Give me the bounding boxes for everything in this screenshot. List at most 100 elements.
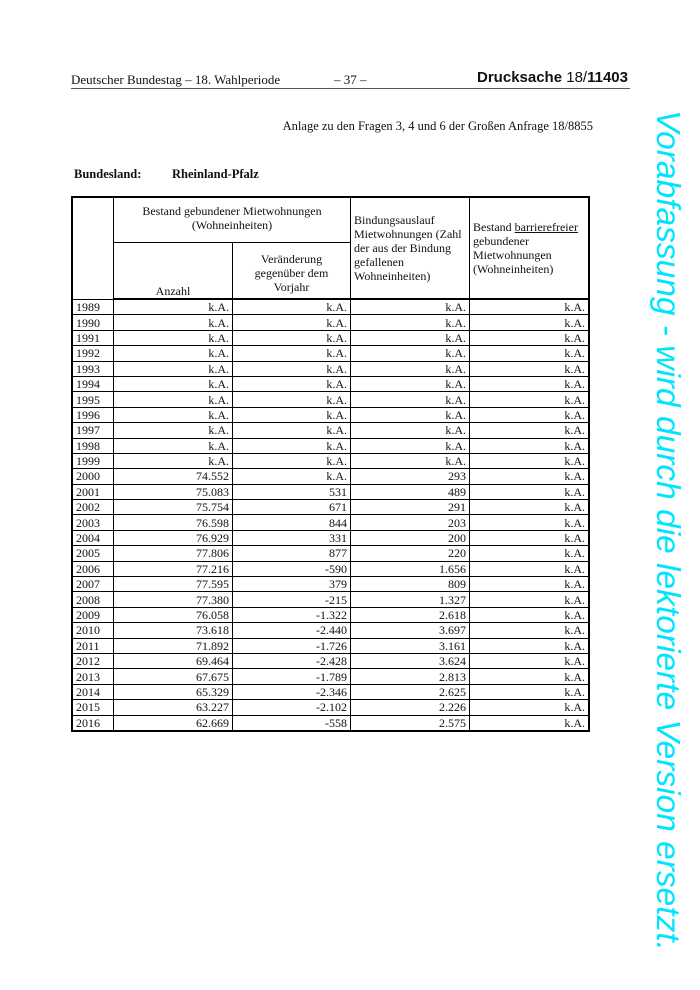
barrierefrei-cell: k.A. xyxy=(469,329,590,347)
anzahl-cell: k.A. xyxy=(113,298,233,316)
bindungsauslauf-cell: k.A. xyxy=(350,298,470,316)
barrierefrei-cell: k.A. xyxy=(469,652,590,670)
veraenderung-cell: k.A. xyxy=(232,406,351,424)
veraenderung-cell: -558 xyxy=(232,714,351,732)
veraenderung-cell: -2.440 xyxy=(232,622,351,639)
veraenderung-cell: 877 xyxy=(232,545,351,562)
bundesland-label: Bundesland: xyxy=(74,167,142,181)
bindungsauslauf-cell: 203 xyxy=(350,514,470,531)
header-publisher: Deutscher Bundestag – 18. Wahlperiode xyxy=(71,72,281,87)
year-cell: 2002 xyxy=(71,499,114,516)
anzahl-cell: 76.058 xyxy=(113,606,233,624)
bindungsauslauf-cell: 220 xyxy=(350,545,470,562)
veraenderung-cell: -2.428 xyxy=(232,652,351,670)
veraenderung-cell: k.A. xyxy=(232,452,351,470)
barrierefrei-cell: k.A. xyxy=(469,714,590,732)
anzahl-cell: k.A. xyxy=(113,437,233,454)
anzahl-cell: k.A. xyxy=(113,314,233,331)
table-row: 1993 k.A. k.A. k.A. k.A. xyxy=(71,360,590,377)
year-cell: 2008 xyxy=(71,591,114,608)
year-cell: 2007 xyxy=(71,576,114,593)
year-cell: 2010 xyxy=(71,622,114,639)
table-row: 2014 65.329 -2.346 2.625 k.A. xyxy=(71,683,590,701)
veraenderung-cell: -1.322 xyxy=(232,606,351,624)
veraenderung-cell: k.A. xyxy=(232,345,351,362)
barrierefrei-cell: k.A. xyxy=(469,591,590,608)
anzahl-cell: 65.329 xyxy=(113,683,233,701)
veraenderung-cell: k.A. xyxy=(232,360,351,377)
drucksache-prefix: 18/ xyxy=(566,69,588,86)
bindungsauslauf-cell: 3.161 xyxy=(350,637,470,654)
bindungsauslauf-cell: 2.575 xyxy=(350,714,470,732)
year-cell: 2005 xyxy=(71,545,114,562)
anzahl-cell: 67.675 xyxy=(113,668,233,685)
year-cell: 1990 xyxy=(71,314,114,331)
anzahl-cell: 75.754 xyxy=(113,499,233,516)
bindungsauslauf-cell: 1.327 xyxy=(350,591,470,608)
veraenderung-cell: -590 xyxy=(232,560,351,578)
barrierefrei-cell: k.A. xyxy=(469,437,590,454)
anzahl-cell: k.A. xyxy=(113,452,233,470)
year-header xyxy=(71,196,114,300)
bindungsauslauf-cell: 2.625 xyxy=(350,683,470,701)
barrierefrei-cell: k.A. xyxy=(469,375,590,393)
barrierefrei-cell: k.A. xyxy=(469,545,590,562)
table-row: 2001 75.083 531 489 k.A. xyxy=(71,483,590,501)
veraenderung-cell: k.A. xyxy=(232,329,351,347)
veraenderung-cell: -2.102 xyxy=(232,699,351,716)
table-row: 1991 k.A. k.A. k.A. k.A. xyxy=(71,329,590,347)
table-row: 2000 74.552 k.A. 293 k.A. xyxy=(71,468,590,485)
year-cell: 1997 xyxy=(71,422,114,439)
table-row: 1997 k.A. k.A. k.A. k.A. xyxy=(71,422,590,439)
bindungsauslauf-cell: 1.656 xyxy=(350,560,470,578)
table-row: 2012 69.464 -2.428 3.624 k.A. xyxy=(71,652,590,670)
bindungsauslauf-cell: k.A. xyxy=(350,406,470,424)
table-row: 1989 k.A. k.A. k.A. k.A. xyxy=(71,298,590,316)
table-body: 1989 k.A. k.A. k.A. k.A. 1990 k.A. k.A. k.A. k.A.… xyxy=(71,298,590,732)
year-cell: 1994 xyxy=(71,375,114,393)
barrierefrei-header-pre: Bestand xyxy=(473,220,512,234)
year-cell: 2011 xyxy=(71,637,114,654)
year-cell: 1995 xyxy=(71,391,114,408)
bindungsauslauf-cell: 809 xyxy=(350,576,470,593)
veraenderung-cell: -2.346 xyxy=(232,683,351,701)
table-row: 2005 77.806 877 220 k.A. xyxy=(71,545,590,562)
table-row: 2004 76.929 331 200 k.A. xyxy=(71,529,590,547)
bindungsauslauf-cell: k.A. xyxy=(350,422,470,439)
bindungsauslauf-cell: 2.618 xyxy=(350,606,470,624)
anzahl-cell: 73.618 xyxy=(113,622,233,639)
year-cell: 2004 xyxy=(71,529,114,547)
veraenderung-cell: k.A. xyxy=(232,468,351,485)
veraenderung-cell: k.A. xyxy=(232,391,351,408)
year-cell: 2003 xyxy=(71,514,114,531)
year-cell: 1989 xyxy=(71,298,114,316)
anzahl-cell: 76.929 xyxy=(113,529,233,547)
table-row: 2007 77.595 379 809 k.A. xyxy=(71,576,590,593)
year-cell: 1996 xyxy=(71,406,114,424)
drucksache-label: Drucksache xyxy=(477,69,563,86)
anzahl-cell: 71.892 xyxy=(113,637,233,654)
barrierefrei-header-underlined: barrierefreier xyxy=(514,220,578,234)
draft-watermark: Vorabfassung - wird durch die lektoriert… xyxy=(649,110,686,951)
anzahl-cell: 76.598 xyxy=(113,514,233,531)
barrierefrei-cell: k.A. xyxy=(469,314,590,331)
barrierefrei-cell: k.A. xyxy=(469,560,590,578)
table-row: 2010 73.618 -2.440 3.697 k.A. xyxy=(71,622,590,639)
year-cell: 2006 xyxy=(71,560,114,578)
anzahl-cell: k.A. xyxy=(113,406,233,424)
table-row: 2002 75.754 671 291 k.A. xyxy=(71,499,590,516)
year-cell: 1993 xyxy=(71,360,114,377)
anzahl-cell: 77.806 xyxy=(113,545,233,562)
bindungsauslauf-cell: 200 xyxy=(350,529,470,547)
barrierefrei-cell: k.A. xyxy=(469,468,590,485)
veraenderung-cell: 671 xyxy=(232,499,351,516)
anzahl-cell: 62.669 xyxy=(113,714,233,732)
data-table: Bestand gebundener Mietwohnungen (Wohnei… xyxy=(71,196,590,732)
veraenderung-cell: -1.789 xyxy=(232,668,351,685)
veraenderung-cell: 331 xyxy=(232,529,351,547)
year-cell: 1992 xyxy=(71,345,114,362)
anzahl-cell: 77.595 xyxy=(113,576,233,593)
barrierefrei-cell: k.A. xyxy=(469,483,590,501)
anzahl-header: Anzahl xyxy=(113,242,233,300)
drucksache-number: Drucksache 18/11403 xyxy=(477,69,628,86)
